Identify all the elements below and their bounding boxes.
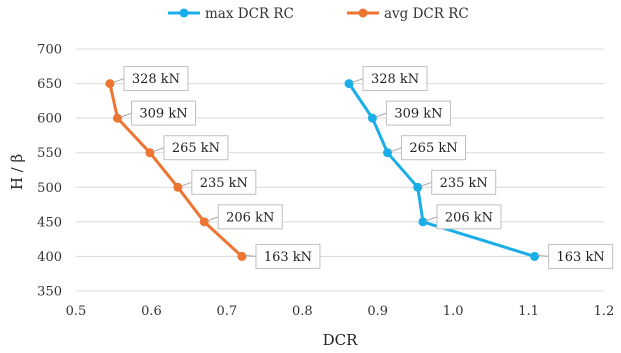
data-point: [530, 251, 540, 261]
data-label-text: 328 kN: [371, 72, 419, 87]
data-label-box: [123, 66, 189, 92]
x-tick-label: 0.9: [367, 304, 388, 319]
y-tick-label: 350: [37, 285, 62, 300]
data-label-text: 163 kN: [264, 250, 312, 265]
data-label: 309 kN: [375, 100, 451, 126]
data-label: 163 kN: [244, 243, 321, 269]
data-label-box: [255, 243, 321, 269]
data-label: 328 kN: [112, 66, 189, 92]
data-label-leader: [244, 254, 256, 257]
data-label: 309 kN: [120, 100, 196, 126]
data-label-leader: [537, 254, 549, 257]
data-point: [112, 113, 122, 123]
y-tick-label: 600: [37, 112, 62, 127]
x-tick-label: 1.0: [443, 304, 464, 319]
data-label: 235 kN: [420, 169, 497, 195]
data-label-text: 206 kN: [226, 210, 274, 225]
x-tick-label: 0.7: [217, 304, 238, 319]
data-point: [173, 182, 183, 192]
data-label-box: [548, 243, 614, 269]
plot-area: [105, 79, 540, 261]
data-label: 265 kN: [152, 135, 229, 161]
y-axis-title: H / β: [8, 154, 26, 190]
data-label-text: 206 kN: [445, 210, 493, 225]
legend: max DCR RC avg DCR RC: [168, 6, 469, 22]
x-axis-tick-labels: 0.5 0.6 0.7 0.8 0.9 1.0 1.1 1.2: [66, 304, 615, 319]
data-label: 265 kN: [390, 135, 467, 161]
x-tick-label: 0.6: [141, 304, 162, 319]
data-label-text: 309 kN: [394, 107, 442, 122]
data-label-box: [163, 135, 229, 161]
x-tick-label: 1.1: [518, 304, 539, 319]
y-tick-label: 400: [37, 250, 62, 265]
data-label-text: 265 kN: [172, 141, 220, 156]
data-point: [383, 148, 393, 158]
data-label-text: 309 kN: [139, 107, 187, 122]
data-label-leader: [120, 112, 132, 118]
y-tick-label: 500: [37, 181, 62, 196]
y-tick-label: 700: [37, 43, 62, 58]
data-label-text: 235 kN: [200, 176, 248, 191]
data-label: 163 kN: [537, 243, 614, 269]
y-tick-label: 450: [37, 215, 62, 230]
x-axis-title: DCR: [323, 331, 359, 349]
data-point: [199, 217, 209, 227]
legend-item-avg-dcr: avg DCR RC: [347, 6, 469, 22]
data-label-text: 265 kN: [409, 141, 457, 156]
x-tick-label: 0.5: [66, 304, 87, 319]
legend-label-max-dcr: max DCR RC: [205, 6, 294, 22]
data-label-leader: [152, 147, 165, 153]
y-axis-tick-labels: 350 400 450 500 550 600 650 700: [37, 43, 62, 300]
data-point: [145, 148, 155, 158]
data-label-leader: [351, 78, 364, 84]
y-tick-label: 650: [37, 77, 62, 92]
data-point: [237, 251, 247, 261]
data-label: 206 kN: [425, 204, 502, 230]
data-label: 235 kN: [180, 169, 257, 195]
data-label-text: 328 kN: [132, 72, 180, 87]
legend-marker-max-dcr: [179, 8, 189, 18]
data-label-box: [401, 135, 467, 161]
data-label-leader: [420, 181, 432, 187]
data-label-box: [130, 100, 196, 126]
legend-marker-avg-dcr: [358, 8, 368, 18]
data-point: [344, 79, 354, 89]
data-label-leader: [207, 216, 219, 222]
data-label-box: [385, 100, 451, 126]
data-label: 206 kN: [207, 204, 283, 230]
data-point: [367, 113, 377, 123]
data-label-text: 163 kN: [557, 250, 605, 265]
data-label-box: [431, 169, 497, 195]
data-label-box: [191, 169, 257, 195]
y-tick-label: 550: [37, 146, 62, 161]
data-label-leader: [375, 112, 387, 118]
data-point: [105, 79, 115, 89]
data-point: [413, 182, 423, 192]
data-label-leader: [390, 147, 402, 153]
legend-item-max-dcr: max DCR RC: [168, 6, 294, 22]
data-label-box: [362, 66, 428, 92]
legend-label-avg-dcr: avg DCR RC: [384, 6, 469, 22]
data-label: 328 kN: [351, 66, 428, 92]
data-labels: 328 kN 309 kN 265 kN 235 kN 206 kN 163 kN 328 …: [112, 66, 614, 269]
x-tick-label: 0.8: [292, 304, 313, 319]
data-label-leader: [112, 78, 125, 84]
series-line-1: [108, 83, 243, 258]
data-point: [418, 217, 428, 227]
data-label-text: 235 kN: [440, 176, 488, 191]
data-label-leader: [425, 216, 438, 222]
data-label-leader: [180, 181, 192, 187]
data-label-box: [217, 204, 283, 230]
x-tick-label: 1.2: [594, 304, 615, 319]
data-label-box: [436, 204, 502, 230]
